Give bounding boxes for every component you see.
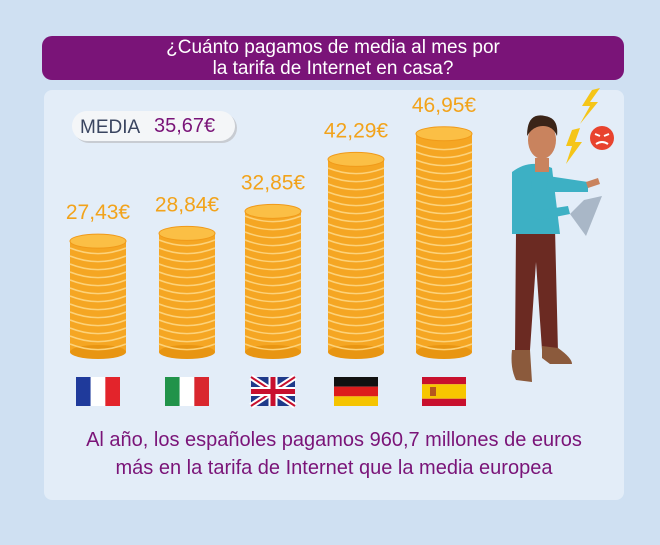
tablet-icon (570, 196, 602, 236)
title-line-1: ¿Cuánto pagamos de media al mes por (166, 37, 500, 58)
flag-italy-icon (165, 377, 209, 406)
coin-stack-bar (69, 233, 127, 359)
coin-stack-bar (327, 151, 385, 359)
person-head (528, 121, 556, 159)
footer-line-2: más en la tarifa de Internet que la medi… (115, 457, 553, 479)
person-hair (527, 115, 558, 136)
person-arm-left (517, 180, 570, 220)
value-label: 42,29€ (324, 119, 389, 142)
coin-stacks: 27,43€ 28,84€ 32,85€ 42,29€ 46,95€ (66, 94, 477, 359)
person-arm-right (546, 176, 588, 192)
flag-germany-icon (334, 377, 378, 406)
footer-line-1: Al año, los españoles pagamos 960,7 mill… (86, 429, 582, 451)
footer-note: Al año, los españoles pagamos 960,7 mill… (44, 426, 624, 482)
person-hand-right (586, 178, 600, 188)
value-label: 27,43€ (66, 201, 131, 224)
angry-emoji-icon (590, 126, 614, 150)
flag-uk-icon (249, 374, 297, 409)
value-label: 28,84€ (155, 193, 220, 216)
flag-france-icon (76, 377, 120, 406)
person-illustration (511, 88, 614, 382)
coin-stack-bar (244, 203, 302, 359)
lightning-bolt-icon (566, 128, 582, 164)
title-banner: ¿Cuánto pagamos de media al mes por la t… (42, 36, 624, 80)
person-neck (535, 158, 549, 172)
lightning-bolt-icon (580, 88, 600, 124)
country-flags (76, 374, 466, 409)
value-label: 46,95€ (412, 94, 477, 117)
average-label: MEDIA (80, 117, 141, 138)
average-value: 35,67€ (154, 115, 216, 137)
person-shoe-left (511, 350, 532, 382)
angry-face-lines (594, 133, 610, 145)
coin-stack-bar (158, 225, 216, 359)
person-legs (515, 228, 558, 352)
flag-spain-icon (422, 377, 466, 406)
value-label: 32,85€ (241, 171, 306, 194)
coin-stack-bar (415, 126, 473, 359)
person-shoe-right (542, 346, 572, 364)
title-line-2: la tarifa de Internet en casa? (212, 58, 454, 79)
average-badge (72, 111, 235, 141)
